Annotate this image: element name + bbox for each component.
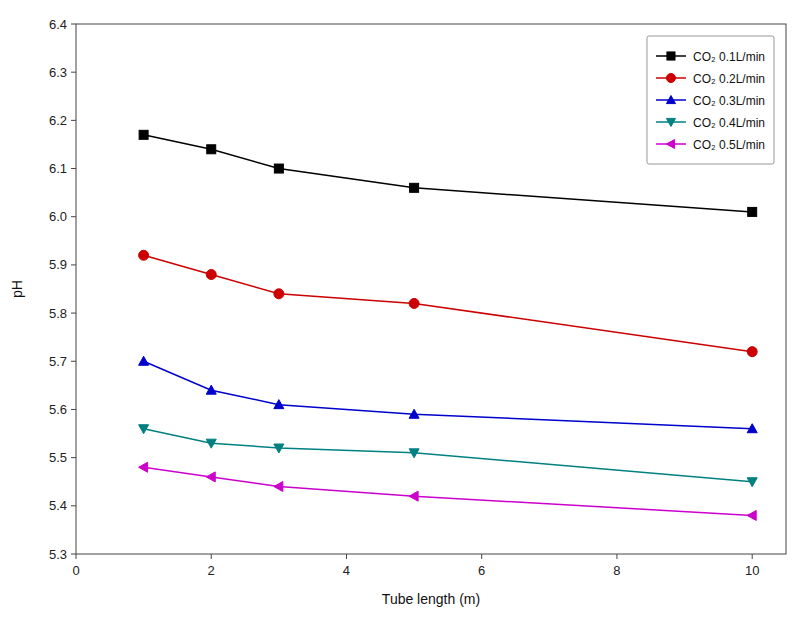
legend-marker: [666, 118, 675, 126]
y-tick: [71, 264, 76, 265]
plot-frame: [76, 24, 786, 554]
y-tick-label: 5.4: [49, 498, 67, 513]
y-tick-label: 5.7: [49, 354, 67, 369]
data-point: [139, 425, 149, 434]
x-tick: [752, 554, 753, 559]
y-tick: [71, 457, 76, 458]
data-point: [206, 385, 216, 394]
data-point: [139, 462, 148, 472]
y-tick-label: 5.8: [49, 306, 67, 321]
y-tick-label: 6.2: [49, 113, 67, 128]
data-point: [274, 164, 283, 173]
y-tick-label: 6.3: [49, 65, 67, 80]
y-tick: [71, 120, 76, 121]
legend-label: CO₂ 0.2L/min: [693, 72, 765, 86]
data-point: [139, 250, 149, 260]
data-point: [409, 491, 418, 501]
data-point: [747, 510, 756, 520]
x-tick-label: 10: [745, 563, 759, 578]
y-axis: 5.3 5.4 5.5 5.6 5.7 5.8 5.9 6.0 6.1 6.2 6.3 6.4: [49, 17, 76, 562]
x-tick-label: 2: [208, 563, 215, 578]
data-point: [139, 130, 148, 139]
data-point: [274, 289, 284, 299]
y-tick: [71, 361, 76, 362]
y-tick-label: 6.4: [49, 17, 67, 32]
y-tick-label: 6.1: [49, 161, 67, 176]
y-tick: [71, 554, 76, 555]
data-point: [206, 472, 215, 482]
y-tick-label: 5.3: [49, 547, 67, 562]
y-axis-label: pH: [9, 280, 25, 298]
y-tick-label: 5.5: [49, 450, 67, 465]
data-point: [748, 207, 757, 216]
legend: CO₂ 0.1L/min CO₂ 0.2L/min CO₂ 0.3L/min CO₂ …: [647, 36, 774, 164]
data-point: [139, 356, 149, 365]
series: [139, 250, 758, 356]
legend-label: CO₂ 0.1L/min: [693, 50, 765, 64]
series-line: [144, 361, 753, 428]
y-tick-label: 5.6: [49, 402, 67, 417]
data-point: [274, 444, 284, 453]
legend-box: [647, 36, 774, 164]
legend-marker: [666, 140, 674, 149]
series: [139, 462, 757, 520]
series: [139, 356, 758, 432]
x-tick: [346, 554, 347, 559]
data-point: [409, 409, 419, 418]
legend-marker: [667, 52, 675, 60]
y-tick: [71, 505, 76, 506]
data-point: [747, 478, 757, 487]
x-tick: [76, 554, 77, 559]
x-tick: [211, 554, 212, 559]
x-tick-label: 0: [72, 563, 79, 578]
series-line: [144, 467, 753, 515]
x-tick: [616, 554, 617, 559]
data-point: [747, 424, 757, 433]
data-point: [206, 439, 216, 448]
y-tick: [71, 24, 76, 25]
series-line: [144, 255, 753, 351]
legend-label: CO₂ 0.5L/min: [693, 138, 765, 152]
data-point: [274, 400, 284, 409]
x-tick-label: 4: [343, 563, 350, 578]
legend-marker: [666, 96, 675, 104]
y-tick: [71, 409, 76, 410]
page: {"chart_data": {"type": "line", "xlabel"…: [0, 0, 810, 620]
data-point: [747, 347, 757, 357]
x-tick: [481, 554, 482, 559]
data-point: [207, 145, 216, 154]
chart: 0 2 4 6 8 10 5.3 5.4 5.5 5.6 5.7 5.8 5.9 6.0 6.1 6.2 6.3…: [0, 0, 810, 620]
legend-label: CO₂ 0.4L/min: [693, 116, 765, 130]
x-axis-label: Tube length (m): [382, 591, 480, 607]
data-point: [409, 449, 419, 458]
data-point: [206, 270, 216, 280]
y-tick: [71, 72, 76, 73]
legend-label: CO₂ 0.3L/min: [693, 94, 765, 108]
series: [139, 425, 758, 487]
y-tick-label: 5.9: [49, 257, 67, 272]
y-tick: [71, 168, 76, 169]
series-line: [144, 429, 753, 482]
y-tick-label: 6.0: [49, 209, 67, 224]
plot-area: [139, 130, 758, 520]
y-tick: [71, 216, 76, 217]
legend-marker: [666, 74, 675, 83]
data-point: [409, 298, 419, 308]
y-tick: [71, 313, 76, 314]
x-axis: 0 2 4 6 8 10: [72, 554, 759, 578]
data-point: [274, 482, 283, 492]
data-point: [410, 183, 419, 192]
x-tick-label: 6: [478, 563, 485, 578]
x-tick-label: 8: [613, 563, 620, 578]
